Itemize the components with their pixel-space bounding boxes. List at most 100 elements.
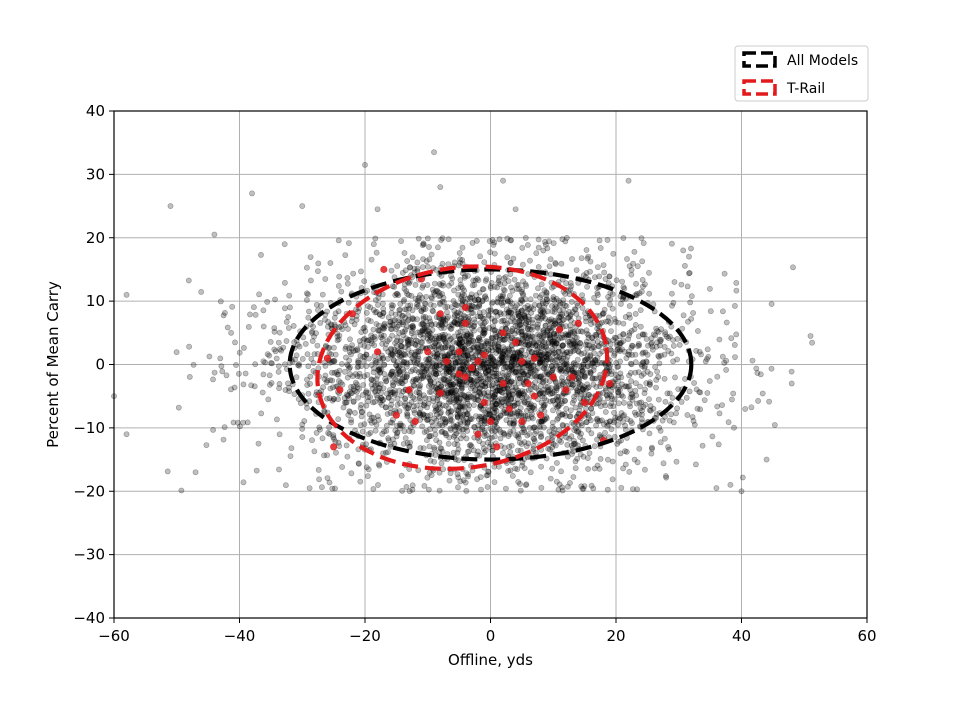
all-models-point: [638, 399, 645, 406]
all-models-point: [637, 323, 644, 330]
all-models-point: [405, 312, 411, 318]
all-models-point: [400, 298, 407, 305]
all-models-point: [556, 481, 563, 488]
all-models-point: [520, 371, 527, 377]
all-models-point: [608, 328, 614, 334]
all-models-point: [549, 367, 555, 374]
all-models-point: [482, 277, 489, 284]
all-models-point: [586, 415, 592, 421]
all-models-point: [503, 373, 510, 379]
all-models-point: [739, 474, 746, 481]
all-models-point: [567, 322, 573, 329]
all-models-point: [275, 363, 282, 369]
all-models-point: [661, 375, 668, 382]
all-models-point: [544, 245, 551, 252]
all-models-point: [286, 292, 293, 299]
all-models-point: [481, 329, 488, 336]
all-models-point: [311, 333, 317, 340]
all-models-point: [350, 270, 357, 277]
all-models-point: [297, 400, 304, 407]
all-models-point: [445, 352, 452, 359]
all-models-point: [412, 362, 419, 368]
all-models-point: [667, 333, 673, 340]
all-models-point: [445, 408, 452, 415]
all-models-point: [574, 302, 581, 309]
trail-point: [474, 430, 482, 438]
all-models-point: [368, 256, 375, 263]
all-models-point: [436, 289, 443, 296]
all-models-point: [467, 377, 474, 383]
all-models-point: [583, 327, 590, 334]
all-models-point: [442, 419, 449, 426]
all-models-point: [523, 282, 530, 289]
all-models-point: [173, 349, 180, 356]
all-models-point: [628, 378, 634, 385]
all-models-point: [627, 394, 634, 401]
all-models-point: [451, 394, 458, 401]
all-models-point: [579, 305, 586, 311]
all-models-point: [500, 317, 506, 324]
all-models-point: [262, 359, 268, 366]
all-models-point: [315, 260, 322, 267]
all-models-point: [581, 384, 588, 390]
all-models-point: [350, 383, 357, 390]
all-models-point: [401, 374, 408, 381]
all-models-point: [390, 302, 396, 309]
all-models-point: [357, 405, 364, 411]
all-models-point: [529, 411, 535, 417]
all-models-point: [496, 359, 502, 366]
all-models-point: [379, 401, 385, 408]
trail-point: [562, 386, 570, 394]
trail-point: [443, 357, 451, 365]
trail-point: [530, 354, 538, 362]
all-models-point: [680, 247, 687, 254]
all-models-point: [416, 385, 423, 392]
all-models-point: [500, 286, 507, 293]
all-models-point: [407, 424, 414, 431]
all-models-point: [322, 372, 329, 379]
trail-point: [505, 405, 513, 413]
all-models-point: [621, 285, 628, 292]
all-models-point: [532, 343, 539, 349]
all-models-point: [248, 382, 255, 389]
all-models-point: [521, 334, 528, 340]
all-models-point: [211, 369, 218, 376]
all-models-point: [616, 384, 623, 391]
all-models-point: [371, 398, 378, 405]
all-models-point: [447, 470, 454, 477]
all-models-point: [545, 347, 551, 353]
all-models-point: [547, 256, 554, 263]
all-models-point: [335, 371, 342, 378]
all-models-point: [603, 392, 610, 398]
all-models-point: [268, 360, 274, 366]
all-models-point: [616, 346, 623, 353]
all-models-point: [702, 358, 709, 365]
all-models-point: [511, 318, 518, 325]
all-models-point: [427, 412, 434, 418]
all-models-point: [400, 440, 407, 447]
all-models-point: [474, 382, 481, 388]
all-models-point: [424, 282, 431, 288]
all-models-point: [419, 264, 426, 270]
all-models-point: [471, 319, 478, 326]
all-models-point: [451, 432, 458, 439]
all-models-point: [531, 424, 538, 431]
all-models-point: [458, 381, 465, 388]
all-models-point: [590, 381, 597, 388]
all-models-point: [620, 235, 627, 241]
all-models-point: [398, 238, 404, 244]
all-models-point: [523, 309, 530, 315]
all-models-point: [441, 337, 448, 344]
all-models-point: [491, 250, 498, 257]
all-models-point: [623, 448, 630, 455]
all-models-point: [514, 350, 521, 357]
trail-point: [574, 319, 582, 327]
all-models-point: [344, 280, 351, 287]
x-axis-label: Offline, yds: [448, 651, 533, 669]
all-models-point: [435, 322, 442, 329]
all-models-point: [387, 352, 394, 359]
all-models-point: [420, 241, 427, 248]
all-models-point: [502, 395, 509, 402]
all-models-point: [485, 468, 492, 475]
all-models-point: [328, 322, 335, 328]
